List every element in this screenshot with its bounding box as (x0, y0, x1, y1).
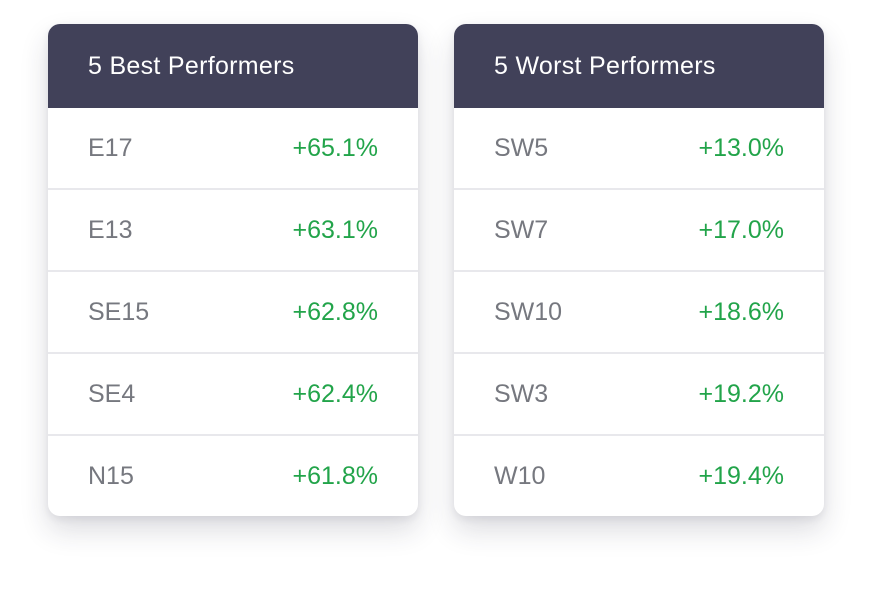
table-row: SW5 +13.0% (454, 108, 824, 188)
worst-performers-header: 5 Worst Performers (454, 24, 824, 108)
best-performers-list: E17 +65.1% E13 +63.1% SE15 +62.8% SE4 +6… (48, 108, 418, 516)
area-code: W10 (494, 461, 546, 490)
area-code: SW7 (494, 215, 549, 244)
table-row: SW3 +19.2% (454, 352, 824, 434)
table-row: E13 +63.1% (48, 188, 418, 270)
price-change: +17.0% (698, 215, 785, 244)
price-change: +63.1% (292, 215, 379, 244)
best-performers-card: 5 Best Performers E17 +65.1% E13 +63.1% … (48, 24, 418, 516)
table-row: SE15 +62.8% (48, 270, 418, 352)
price-change: +19.4% (698, 461, 785, 490)
area-code: N15 (88, 461, 134, 490)
price-change: +65.1% (292, 133, 379, 162)
price-change: +18.6% (698, 297, 785, 326)
table-row: SW10 +18.6% (454, 270, 824, 352)
area-code: E17 (88, 133, 133, 162)
area-code: SW3 (494, 379, 549, 408)
table-row: N15 +61.8% (48, 434, 418, 516)
price-change: +61.8% (292, 461, 379, 490)
price-change: +62.8% (292, 297, 379, 326)
table-row: SE4 +62.4% (48, 352, 418, 434)
table-row: E17 +65.1% (48, 108, 418, 188)
worst-performers-list: SW5 +13.0% SW7 +17.0% SW10 +18.6% SW3 +1… (454, 108, 824, 516)
area-code: SW10 (494, 297, 563, 326)
area-code: SE4 (88, 379, 136, 408)
area-code: SW5 (494, 133, 549, 162)
price-change: +13.0% (698, 133, 785, 162)
best-performers-header: 5 Best Performers (48, 24, 418, 108)
price-change: +62.4% (292, 379, 379, 408)
worst-performers-card: 5 Worst Performers SW5 +13.0% SW7 +17.0%… (454, 24, 824, 516)
price-change: +19.2% (698, 379, 785, 408)
table-row: SW7 +17.0% (454, 188, 824, 270)
area-code: E13 (88, 215, 133, 244)
area-code: SE15 (88, 297, 150, 326)
table-row: W10 +19.4% (454, 434, 824, 516)
